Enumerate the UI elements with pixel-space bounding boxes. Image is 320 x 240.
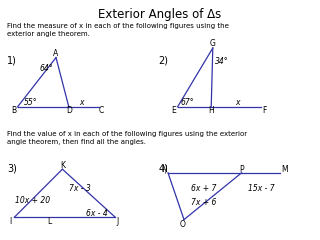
Text: 1): 1) [7, 55, 17, 65]
Text: 10x + 20: 10x + 20 [15, 196, 50, 205]
Text: exterior angle theorem.: exterior angle theorem. [7, 31, 90, 37]
Text: L: L [47, 217, 52, 227]
Text: 7x - 3: 7x - 3 [69, 184, 91, 193]
Text: 3): 3) [7, 163, 17, 173]
Text: E: E [171, 106, 176, 115]
Text: J: J [116, 217, 119, 227]
Text: 2): 2) [158, 55, 168, 65]
Text: 64°: 64° [39, 64, 53, 73]
Text: C: C [98, 106, 103, 115]
Text: 6x - 4: 6x - 4 [86, 209, 108, 218]
Text: 6x + 7: 6x + 7 [191, 184, 217, 193]
Text: A: A [53, 49, 59, 59]
Text: 55°: 55° [24, 98, 38, 107]
Text: B: B [11, 106, 16, 115]
Text: angle theorem, then find all the angles.: angle theorem, then find all the angles. [7, 139, 146, 145]
Text: H: H [208, 106, 214, 115]
Text: Find the value of x in each of the following figures using the exterior: Find the value of x in each of the follo… [7, 131, 247, 137]
Text: Exterior Angles of Δs: Exterior Angles of Δs [98, 8, 222, 21]
Text: G: G [210, 39, 216, 48]
Text: O: O [180, 220, 186, 229]
Text: N: N [161, 165, 167, 174]
Text: I: I [9, 217, 12, 227]
Text: K: K [60, 161, 65, 170]
Text: P: P [239, 165, 244, 174]
Text: M: M [282, 165, 288, 174]
Text: 67°: 67° [181, 98, 195, 107]
Text: Find the measure of x in each of the following figures using the: Find the measure of x in each of the fol… [7, 23, 229, 29]
Text: 34°: 34° [215, 57, 229, 66]
Text: F: F [262, 106, 266, 115]
Text: 15x - 7: 15x - 7 [248, 184, 275, 193]
Text: 4): 4) [158, 163, 168, 173]
Text: 7x + 6: 7x + 6 [191, 198, 217, 207]
Text: D: D [66, 106, 72, 115]
Text: x: x [235, 98, 240, 107]
Text: x: x [79, 98, 84, 107]
